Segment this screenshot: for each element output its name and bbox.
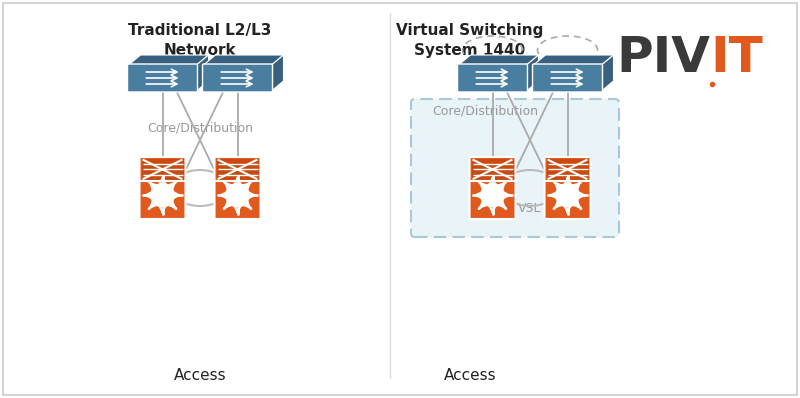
Ellipse shape (225, 183, 250, 207)
Text: Core/Distribution: Core/Distribution (432, 105, 538, 117)
Bar (142, 159, 183, 181)
FancyBboxPatch shape (470, 157, 515, 219)
Text: Core/Distribution: Core/Distribution (147, 121, 253, 135)
Text: Access: Access (174, 369, 226, 384)
Text: Virtual Switching
System 1440: Virtual Switching System 1440 (396, 23, 544, 58)
Polygon shape (458, 55, 538, 65)
Polygon shape (602, 55, 614, 91)
Text: VSL: VSL (518, 202, 542, 215)
Ellipse shape (480, 183, 505, 207)
FancyBboxPatch shape (411, 99, 619, 237)
Ellipse shape (555, 183, 580, 207)
Polygon shape (271, 55, 283, 91)
Bar (546, 159, 589, 181)
FancyBboxPatch shape (533, 64, 602, 92)
FancyBboxPatch shape (127, 64, 198, 92)
FancyBboxPatch shape (139, 157, 186, 219)
Polygon shape (129, 55, 209, 65)
Text: Traditional L2/L3
Network: Traditional L2/L3 Network (128, 23, 272, 58)
Text: Access: Access (444, 369, 496, 384)
Ellipse shape (150, 183, 175, 207)
Polygon shape (534, 55, 614, 65)
Polygon shape (197, 55, 209, 91)
Polygon shape (203, 55, 283, 65)
Polygon shape (526, 55, 538, 91)
FancyBboxPatch shape (202, 64, 273, 92)
Bar (471, 159, 514, 181)
Bar (217, 159, 258, 181)
FancyBboxPatch shape (545, 157, 590, 219)
Text: IT: IT (710, 34, 762, 82)
FancyBboxPatch shape (458, 64, 527, 92)
FancyBboxPatch shape (214, 157, 261, 219)
Text: PIV: PIV (616, 34, 710, 82)
